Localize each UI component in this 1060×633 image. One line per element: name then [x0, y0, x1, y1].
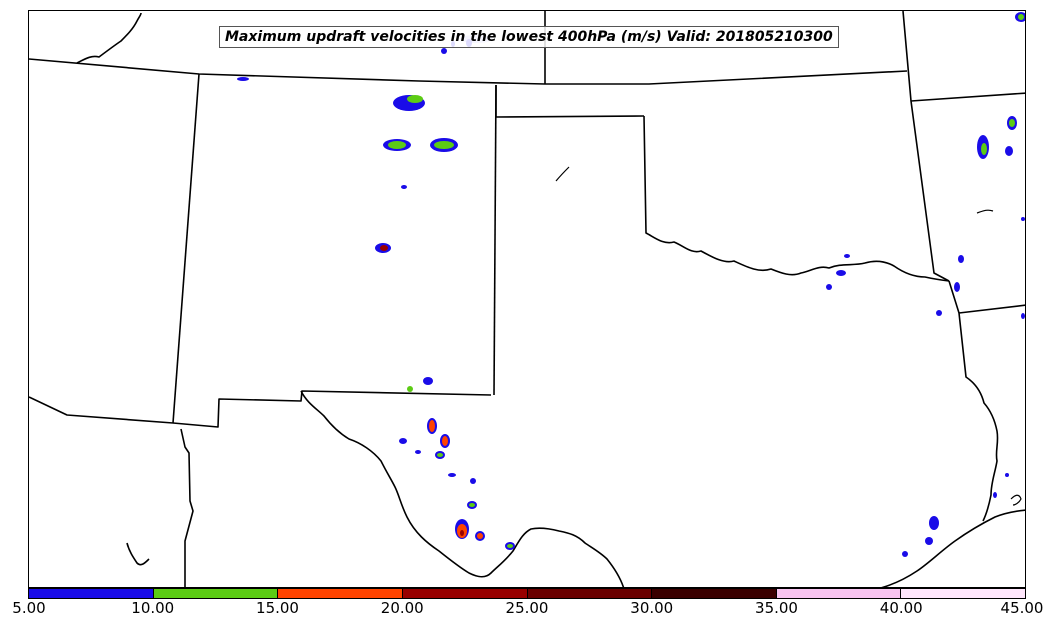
updraft-cell — [423, 377, 433, 385]
updraft-cell — [380, 245, 388, 251]
map-frame: Maximum updraft velocities in the lowest… — [28, 10, 1026, 588]
state-boundaries — [29, 11, 1025, 587]
boundary-nm-west — [172, 73, 200, 424]
colorbar-tick-label: 5.00 — [12, 599, 46, 617]
colorbar-segment — [153, 589, 279, 598]
updraft-cell — [1018, 14, 1024, 20]
updraft-cell — [469, 503, 475, 507]
updraft-cell — [844, 254, 850, 258]
updraft-cell — [429, 420, 435, 432]
updraft-cell — [399, 438, 407, 444]
colorbar-segment — [29, 589, 154, 598]
updraft-field — [237, 12, 1025, 557]
boundary-red-river — [643, 115, 950, 282]
updraft-cell — [448, 473, 456, 477]
lake-outline-la — [1010, 494, 1022, 506]
updraft-cell — [442, 436, 448, 446]
updraft-cell — [929, 516, 939, 530]
updraft-cell — [826, 284, 832, 290]
boundary-az-mexico — [180, 428, 194, 587]
colorbar-segment — [402, 589, 528, 598]
updraft-cell — [470, 478, 476, 484]
lake-outline-texas — [555, 166, 570, 182]
colorbar-tick-label: 30.00 — [630, 599, 674, 617]
colorbar-segment — [278, 589, 403, 598]
updraft-cell — [407, 386, 413, 392]
colorbar-tick-label: 10.00 — [131, 599, 175, 617]
updraft-cell — [958, 255, 964, 263]
updraft-cell — [460, 530, 464, 536]
colorbar-tick-label: 20.00 — [380, 599, 424, 617]
lake-outline-ar — [976, 209, 994, 214]
boundary-ar-la — [958, 304, 1025, 314]
colorbar-tick-label: 25.00 — [505, 599, 549, 617]
updraft-cell — [415, 450, 421, 454]
boundary-ar-west — [902, 11, 950, 282]
updraft-cell — [925, 537, 933, 545]
updraft-cell — [1021, 313, 1025, 319]
updraft-cell — [477, 533, 483, 539]
colorbar-segment — [776, 589, 902, 598]
updraft-cell — [936, 310, 942, 316]
boundary-rio-grande — [300, 390, 625, 587]
coastline-baja — [126, 542, 150, 566]
updraft-cell — [954, 282, 960, 292]
boundary-ok-north — [495, 85, 645, 118]
colorbar-tick-label: 40.00 — [879, 599, 923, 617]
colorbar-segment — [527, 589, 653, 598]
colorbar — [28, 588, 1026, 599]
updraft-cell — [401, 185, 407, 189]
colorbar-segment — [652, 589, 777, 598]
updraft-cell — [237, 77, 249, 81]
coastline-gulf — [881, 509, 1025, 587]
boundary-nm-south — [172, 390, 492, 428]
colorbar-tick-label: 35.00 — [755, 599, 798, 617]
colorbar-segment — [901, 589, 1025, 598]
updraft-cell — [388, 141, 406, 149]
updraft-cell — [981, 143, 987, 155]
updraft-cell — [902, 551, 908, 557]
lake-outline-nw — [76, 12, 142, 64]
updraft-cell — [1005, 473, 1009, 477]
boundary-west-mid — [29, 396, 174, 424]
map-title: Maximum updraft velocities in the lowest… — [219, 26, 839, 48]
updraft-cell — [1005, 146, 1013, 156]
updraft-cell — [1021, 217, 1025, 221]
updraft-cell — [993, 492, 997, 498]
updraft-cell — [836, 270, 846, 276]
colorbar-tick-label: 45.00 — [1000, 599, 1044, 617]
boundary-mo-ar — [910, 92, 1025, 102]
map-plot — [29, 11, 1025, 587]
boundary-tx-la — [948, 280, 999, 522]
updraft-cell — [407, 95, 423, 103]
updraft-cell — [507, 544, 513, 548]
colorbar-tick-label: 15.00 — [256, 599, 299, 617]
updraft-cell — [437, 453, 443, 457]
boundary-nm-east — [493, 84, 497, 396]
updraft-cell — [441, 48, 447, 54]
boundary-north-line — [29, 58, 908, 85]
updraft-cell — [434, 141, 454, 149]
updraft-cell — [1009, 119, 1015, 127]
